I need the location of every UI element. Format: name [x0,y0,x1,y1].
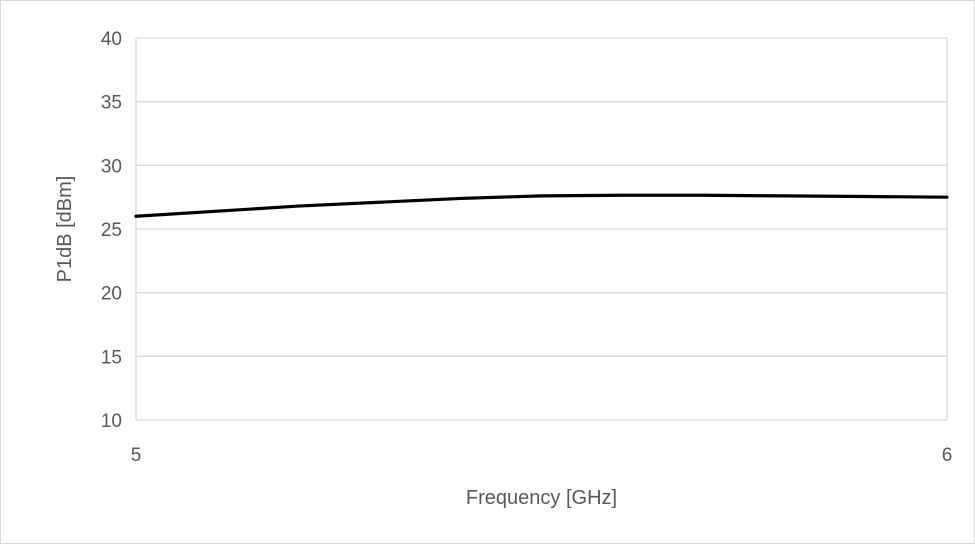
tick-layer: 10 15 20 25 30 35 40 5 6 [101,29,952,466]
x-axis-title: Frequency [GHz] [466,487,617,509]
y-tick-label: 10 [101,411,122,432]
x-tick-label: 5 [131,445,142,466]
axis-layer [135,38,948,420]
y-tick-label: 40 [101,29,122,50]
grid-layer [136,37,947,421]
y-tick-label: 35 [101,93,122,114]
y-tick-label: 25 [101,220,122,241]
series-line [134,193,949,218]
x-tick-label: 6 [942,445,953,466]
y-tick-label: 20 [101,284,122,305]
y-axis-title: P1dB [dBm] [54,176,76,283]
y-tick-label: 15 [101,347,122,368]
series-layer [134,193,949,218]
y-tick-label: 30 [101,156,122,177]
